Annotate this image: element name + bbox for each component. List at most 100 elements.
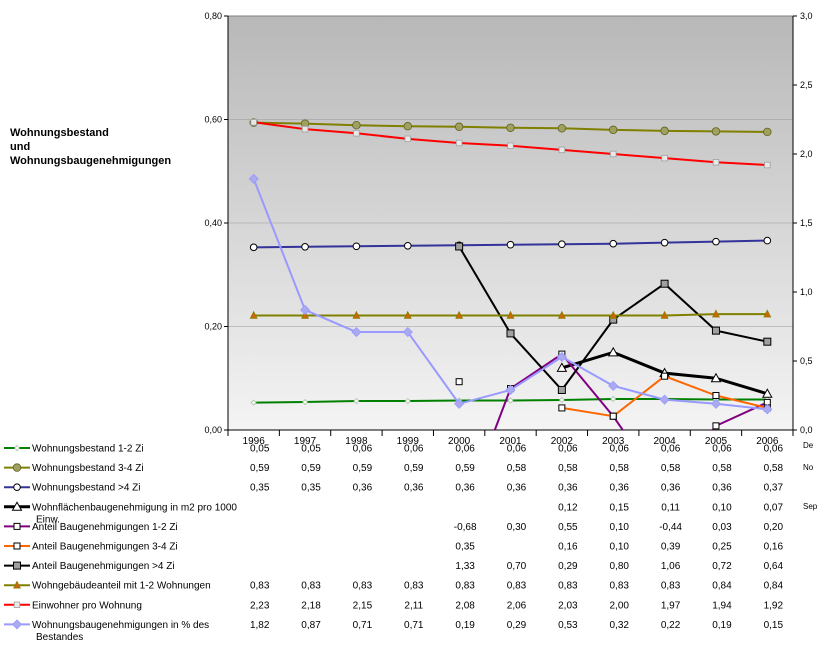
data-point <box>557 385 566 394</box>
table-cell: 1,82 <box>250 620 270 631</box>
table-cell: 0,06 <box>609 444 629 455</box>
table-cell: 0,83 <box>455 581 475 592</box>
table-cell: 0,83 <box>661 581 681 592</box>
table-cell: 0,22 <box>661 620 681 631</box>
data-point <box>455 310 464 319</box>
table-cell: 1,06 <box>661 561 681 572</box>
table-cell: 0,20 <box>764 522 784 533</box>
y-right-tick-label: 3,0 <box>800 11 813 21</box>
data-point <box>608 380 619 391</box>
table-cell: 0,36 <box>404 483 424 494</box>
table-cell: 0,10 <box>609 542 629 553</box>
table-cell: 0,16 <box>558 542 578 553</box>
data-point <box>404 135 411 143</box>
data-point <box>711 326 720 335</box>
category-label: 1999 <box>397 436 420 447</box>
table-cell: 0,37 <box>764 483 784 494</box>
data-point <box>403 310 412 319</box>
data-point <box>763 236 772 245</box>
data-point <box>712 237 720 246</box>
data-point <box>403 122 412 131</box>
data-point <box>455 242 464 251</box>
data-point <box>352 120 361 130</box>
data-point <box>505 384 516 396</box>
legend-label: Wohnungsbestand 1-2 Zi <box>32 444 144 455</box>
legend-marker <box>11 619 23 630</box>
table-cell: 0,83 <box>609 581 629 592</box>
data-point <box>558 146 566 154</box>
table-cell: 0,06 <box>353 444 373 455</box>
data-point <box>248 173 259 184</box>
data-point <box>659 394 670 405</box>
data-point <box>506 310 515 319</box>
table-cell: 1,92 <box>764 600 784 611</box>
title-line-3: Wohnungsbaugenehmigungen <box>10 155 172 167</box>
table-cell: 0,29 <box>558 561 578 572</box>
y-right-tick-label: 0,5 <box>800 356 813 366</box>
data-point <box>712 392 720 399</box>
legend-label: Anteil Baugenehmigungen >4 Zi <box>32 561 175 572</box>
table-cell: 0,10 <box>712 502 732 513</box>
legend-marker <box>11 501 23 511</box>
table-cell: 0,83 <box>353 581 373 592</box>
category-label: 1997 <box>294 436 317 447</box>
table-cell: 0,03 <box>712 522 732 533</box>
table-cell: 0,59 <box>250 463 270 474</box>
y-right-tick-label: 0,0 <box>800 425 813 435</box>
legend-label: Einw. <box>36 514 60 525</box>
table-cell: 0,83 <box>404 581 424 592</box>
table-cell: 0,84 <box>712 581 732 592</box>
category-label: 2001 <box>499 436 522 447</box>
data-point <box>710 372 722 383</box>
legend-marker <box>13 601 21 608</box>
legend-label: Anteil Baugenehmigungen 3-4 Zi <box>32 542 178 553</box>
y-left-tick-label: 0,60 <box>204 115 222 125</box>
category-label: 2006 <box>756 436 779 447</box>
table-cell: 0,35 <box>250 483 270 494</box>
table-cell: 0,06 <box>558 444 578 455</box>
data-point <box>763 309 772 318</box>
table-cell: 0,83 <box>558 581 578 592</box>
category-label: 1998 <box>345 436 368 447</box>
series-lines <box>248 118 773 430</box>
legend-marker <box>13 580 21 589</box>
y-left-tick-label: 0,20 <box>204 322 222 332</box>
data-point <box>404 397 411 405</box>
data-point <box>249 243 258 252</box>
page-title: Wohnungsbestand und Wohnungsbaugenehmigu… <box>10 126 210 168</box>
table-cell: 0,36 <box>609 483 629 494</box>
table-cell: 0,80 <box>609 561 629 572</box>
table-cell: -0,44 <box>659 522 682 533</box>
data-point <box>607 346 619 357</box>
data-point <box>712 159 720 166</box>
category-label: 2000 <box>448 436 471 447</box>
table-cell: 0,36 <box>353 483 373 494</box>
legend-label: Wohnungsbestand 3-4 Zi <box>32 463 144 474</box>
data-point <box>351 326 362 338</box>
data-point <box>402 326 413 338</box>
data-point <box>403 241 412 250</box>
table-cell: 2,11 <box>404 600 423 611</box>
table-cell: -0,68 <box>454 522 477 533</box>
data-point <box>557 310 566 319</box>
edge-label: No <box>803 463 814 472</box>
table-cell: 0,59 <box>455 463 475 474</box>
title-line-2: und <box>10 141 31 153</box>
table-cell: 0,58 <box>661 463 681 474</box>
table-cell: 2,06 <box>507 600 527 611</box>
data-point <box>455 378 463 386</box>
legend-label: Wohnungsbaugenehmigungen in % des <box>32 620 209 631</box>
data-point <box>711 127 721 136</box>
table-cell: 0,16 <box>764 542 784 553</box>
data-point <box>558 404 566 412</box>
category-label: 2004 <box>653 436 676 447</box>
y-right-tick-label: 2,5 <box>800 80 813 90</box>
table-cell: 0,06 <box>507 444 527 455</box>
table-cell: 0,36 <box>455 483 475 494</box>
data-point <box>661 154 668 162</box>
table-cell: 0,07 <box>764 502 784 513</box>
data-point <box>454 398 465 409</box>
table-cell: 0,59 <box>404 463 424 474</box>
table-cell: 0,32 <box>609 620 629 631</box>
table-cell: 0,36 <box>661 483 681 494</box>
